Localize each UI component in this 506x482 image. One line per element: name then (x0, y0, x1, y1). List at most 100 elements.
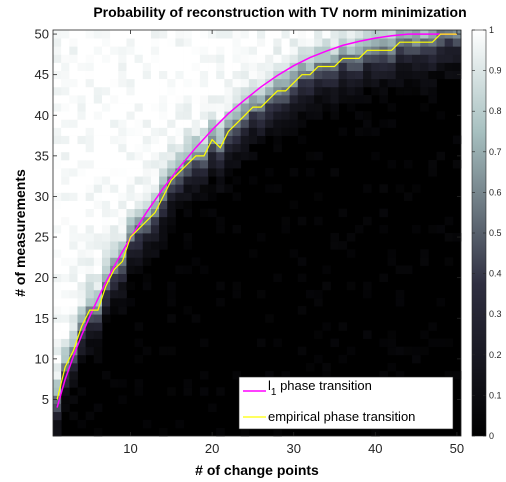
heatmap-cell (175, 70, 184, 80)
heatmap-cell (167, 216, 176, 226)
heatmap-cell (265, 168, 274, 177)
heatmap-cell (134, 322, 144, 331)
heatmap-cell (420, 249, 429, 258)
heatmap-cell (126, 86, 135, 96)
heatmap-cell (248, 135, 258, 145)
heatmap-cell (118, 135, 127, 145)
heatmap-cell (216, 30, 225, 39)
heatmap-cell (289, 86, 299, 96)
heatmap-cell (175, 151, 184, 161)
heatmap-cell (118, 54, 127, 63)
heatmap-cell (159, 46, 168, 55)
heatmap-cell (436, 151, 446, 161)
heatmap-cell (53, 322, 62, 331)
heatmap-cell (428, 78, 437, 88)
heatmap-cell (167, 346, 176, 356)
heatmap-cell (53, 200, 62, 210)
heatmap-cell (363, 119, 372, 128)
heatmap-cell (248, 111, 258, 120)
colorbar-tick-label: 0.1 (489, 390, 502, 400)
heatmap-cell (297, 30, 307, 39)
heatmap-cell (257, 54, 266, 63)
heatmap-cell (167, 208, 176, 218)
heatmap-cell (444, 338, 454, 348)
heatmap-cell (354, 30, 364, 39)
heatmap-cell (159, 70, 168, 80)
heatmap-cell (175, 38, 184, 47)
heatmap-cell (240, 127, 250, 136)
heatmap-cell (314, 78, 323, 88)
heatmap-cell (363, 78, 372, 88)
heatmap-cell (281, 30, 291, 39)
heatmap-cell (232, 289, 242, 299)
heatmap-cell (53, 151, 62, 161)
heatmap-cell (77, 143, 87, 153)
heatmap-cell (248, 62, 258, 71)
heatmap-cell (85, 103, 95, 112)
heatmap-cell (346, 281, 356, 291)
heatmap-cell (338, 78, 348, 88)
heatmap-cell (53, 78, 62, 88)
heatmap-cell (69, 46, 78, 55)
heatmap-cell (93, 135, 103, 145)
heatmap-cell (93, 354, 103, 364)
heatmap-cell (314, 70, 323, 80)
heatmap-cell (330, 78, 339, 88)
legend-label-l1-main: l (268, 378, 271, 393)
heatmap-cell (53, 111, 62, 120)
heatmap-cell (216, 94, 225, 104)
heatmap-cell (53, 314, 62, 323)
heatmap-cell (167, 200, 176, 210)
heatmap-cell (354, 38, 364, 47)
heatmap-cell (387, 346, 397, 356)
heatmap-cell (354, 62, 364, 71)
heatmap-cell (118, 224, 127, 234)
heatmap-cell (101, 224, 111, 234)
heatmap-cell (85, 168, 95, 177)
heatmap-cell (322, 103, 331, 112)
heatmap-cell (363, 281, 372, 291)
legend-label-l1: l1 phase transition (268, 378, 372, 398)
heatmap-cell (420, 330, 429, 339)
heatmap-cell (93, 265, 103, 274)
heatmap-cell (77, 257, 87, 266)
heatmap-cell (101, 62, 111, 71)
heatmap-cell (257, 289, 266, 299)
heatmap-cell (289, 119, 299, 128)
heatmap-cell (53, 168, 62, 177)
legend-label-l1-rest: phase transition (276, 378, 371, 393)
colorbar: 0 0.1 0.2 0.3 0.4 0.5 0.6 0.7 0.8 0.9 1 (471, 25, 502, 441)
heatmap-cell (183, 62, 193, 71)
heatmap-cell (69, 289, 78, 299)
heatmap-cell (167, 289, 176, 299)
heatmap-cell (363, 70, 372, 80)
heatmap-cell (322, 78, 331, 88)
heatmap-cell (118, 30, 127, 39)
heatmap-cell (412, 62, 421, 71)
heatmap-cell (61, 265, 70, 274)
heatmap-cell (216, 103, 225, 112)
heatmap-cell (69, 216, 78, 226)
heatmap-cell (101, 127, 111, 136)
heatmap-cell (93, 281, 103, 291)
heatmap-cell (289, 111, 299, 120)
heatmap-cell (77, 176, 87, 185)
heatmap-cell (126, 200, 135, 210)
heatmap-cell (412, 224, 421, 234)
heatmap-cell (93, 273, 103, 283)
heatmap-cell (387, 38, 397, 47)
heatmap-cell (436, 54, 446, 63)
heatmap-cell (224, 94, 233, 104)
heatmap-cell (183, 103, 193, 112)
heatmap-cell (150, 70, 160, 80)
heatmap-cell (346, 346, 356, 356)
heatmap-cell (93, 233, 103, 242)
heatmap-cell (142, 151, 152, 161)
y-tick-label: 50 (35, 27, 49, 42)
heatmap-cell (134, 387, 144, 396)
heatmap-cell (110, 70, 119, 80)
heatmap-cell (101, 135, 111, 145)
heatmap-cell (85, 346, 95, 356)
heatmap-cell (387, 30, 397, 39)
heatmap-cell (53, 387, 62, 396)
